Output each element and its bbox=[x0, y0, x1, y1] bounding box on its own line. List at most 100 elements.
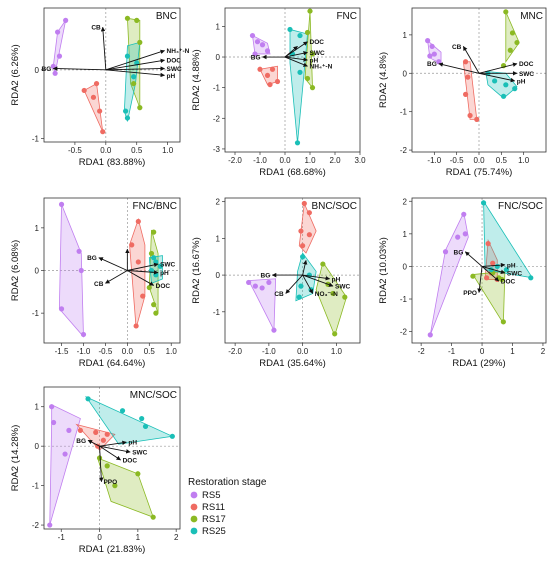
sample-point bbox=[112, 483, 118, 489]
env-vector-label: BG bbox=[261, 273, 271, 280]
y-tick-label: -1 bbox=[213, 84, 221, 93]
env-vector-arrow bbox=[284, 56, 308, 67]
sample-point bbox=[93, 80, 100, 87]
sample-point bbox=[63, 17, 69, 23]
sample-point bbox=[47, 522, 53, 528]
y-axis-label: RDA2 (6.08%) bbox=[10, 240, 21, 301]
sample-point bbox=[257, 66, 263, 72]
sample-point bbox=[137, 105, 143, 111]
y-tick-label: -1 bbox=[400, 108, 408, 117]
env-vector-arrow bbox=[98, 446, 104, 483]
y-tick-label: -1 bbox=[32, 482, 40, 491]
sample-point bbox=[427, 53, 433, 59]
legend-item-label: RS5 bbox=[202, 490, 220, 501]
sample-point bbox=[135, 471, 141, 477]
x-axis-label: RDA1 (75.74%) bbox=[446, 167, 513, 178]
x-tick-label: -1.0 bbox=[253, 156, 267, 165]
group-hull bbox=[83, 82, 104, 132]
y-tick-label: 1 bbox=[216, 22, 221, 31]
env-vector-arrow bbox=[482, 262, 506, 268]
x-tick-label: 1 bbox=[510, 347, 515, 356]
x-tick-label: -0.5 bbox=[450, 156, 464, 165]
env-vector-label: DOC bbox=[123, 457, 138, 464]
sample-point bbox=[297, 69, 303, 75]
sample-point bbox=[274, 78, 281, 85]
env-vector-arrow bbox=[99, 440, 127, 447]
sample-point bbox=[484, 275, 490, 281]
sample-point bbox=[264, 72, 271, 79]
x-axis-label: RDA1 (21.83%) bbox=[79, 544, 146, 555]
sample-point bbox=[442, 249, 449, 255]
x-axis-label: RDA1 (64.64%) bbox=[79, 358, 146, 369]
env-vector-label: BG bbox=[42, 66, 52, 73]
panel-title: BNC/SOC bbox=[311, 201, 357, 212]
x-axis-label: RDA1 (83.88%) bbox=[79, 157, 146, 168]
env-vector-arrow bbox=[127, 262, 159, 271]
sample-point bbox=[85, 396, 91, 402]
env-vector-label: pH bbox=[507, 262, 516, 269]
sample-point bbox=[332, 331, 338, 337]
sample-point bbox=[56, 53, 63, 59]
y-tick-label: 1 bbox=[35, 224, 40, 233]
env-vector-label: BG bbox=[454, 249, 464, 256]
sample-point bbox=[480, 200, 487, 206]
sample-point bbox=[304, 75, 311, 82]
sample-point bbox=[287, 26, 293, 33]
sample-point bbox=[90, 94, 97, 100]
sample-point bbox=[461, 211, 467, 217]
sample-point bbox=[307, 8, 313, 14]
env-vector-arrow bbox=[284, 51, 308, 58]
x-tick-label: 1 bbox=[136, 533, 141, 542]
sample-point bbox=[507, 47, 513, 53]
env-vector-label: CB bbox=[91, 25, 101, 32]
env-vector-arrow bbox=[464, 251, 483, 267]
env-vector-label: SWC bbox=[519, 71, 534, 78]
sample-point bbox=[78, 267, 84, 274]
sample-point bbox=[129, 242, 135, 248]
sample-point bbox=[150, 514, 156, 520]
sample-point bbox=[465, 74, 471, 80]
x-tick-label: -1.0 bbox=[262, 347, 276, 356]
group-hull bbox=[148, 255, 163, 284]
plot-area bbox=[44, 198, 180, 343]
env-vector-arrow bbox=[98, 257, 128, 271]
y-tick-label: -2 bbox=[400, 328, 408, 337]
sample-point bbox=[436, 59, 442, 65]
y-axis-label: RDA2 (16.67%) bbox=[191, 237, 202, 304]
sample-point bbox=[119, 408, 126, 414]
sample-point bbox=[139, 415, 145, 422]
y-tick-label: 0 bbox=[403, 262, 408, 271]
panel-title: MNC bbox=[520, 11, 543, 22]
sample-point bbox=[55, 29, 61, 35]
sample-point bbox=[104, 431, 110, 437]
env-vector-label: pH bbox=[167, 73, 176, 80]
env-vector-label: CB bbox=[452, 44, 462, 51]
y-tick-label: -2 bbox=[213, 114, 221, 123]
sample-point bbox=[474, 116, 480, 122]
sample-point bbox=[266, 279, 272, 286]
x-tick-label: 3.0 bbox=[354, 156, 366, 165]
sample-point bbox=[462, 231, 468, 237]
group-hull bbox=[505, 11, 520, 64]
env-vector-arrow bbox=[127, 270, 159, 275]
x-tick-label: -1.5 bbox=[55, 347, 69, 356]
y-tick-label: 0 bbox=[403, 69, 408, 78]
x-tick-label: -2.0 bbox=[228, 347, 242, 356]
env-vector-arrow bbox=[87, 439, 100, 447]
env-vector-label: DOC bbox=[167, 58, 182, 65]
env-vector-label: NH₄⁺-N bbox=[167, 48, 190, 55]
group-hull bbox=[483, 199, 534, 279]
env-vector-label: pH bbox=[160, 270, 169, 277]
env-vector-label: SWC bbox=[335, 284, 350, 291]
panel-title: MNC/SOC bbox=[130, 390, 177, 401]
sample-point bbox=[148, 250, 155, 257]
env-vector-label: DOC bbox=[156, 283, 171, 290]
x-tick-label: 0.5 bbox=[496, 156, 508, 165]
sample-point bbox=[104, 463, 110, 469]
x-tick-label: 0 bbox=[480, 347, 485, 356]
sample-point bbox=[429, 43, 435, 50]
env-vector-label: CB bbox=[94, 281, 104, 288]
